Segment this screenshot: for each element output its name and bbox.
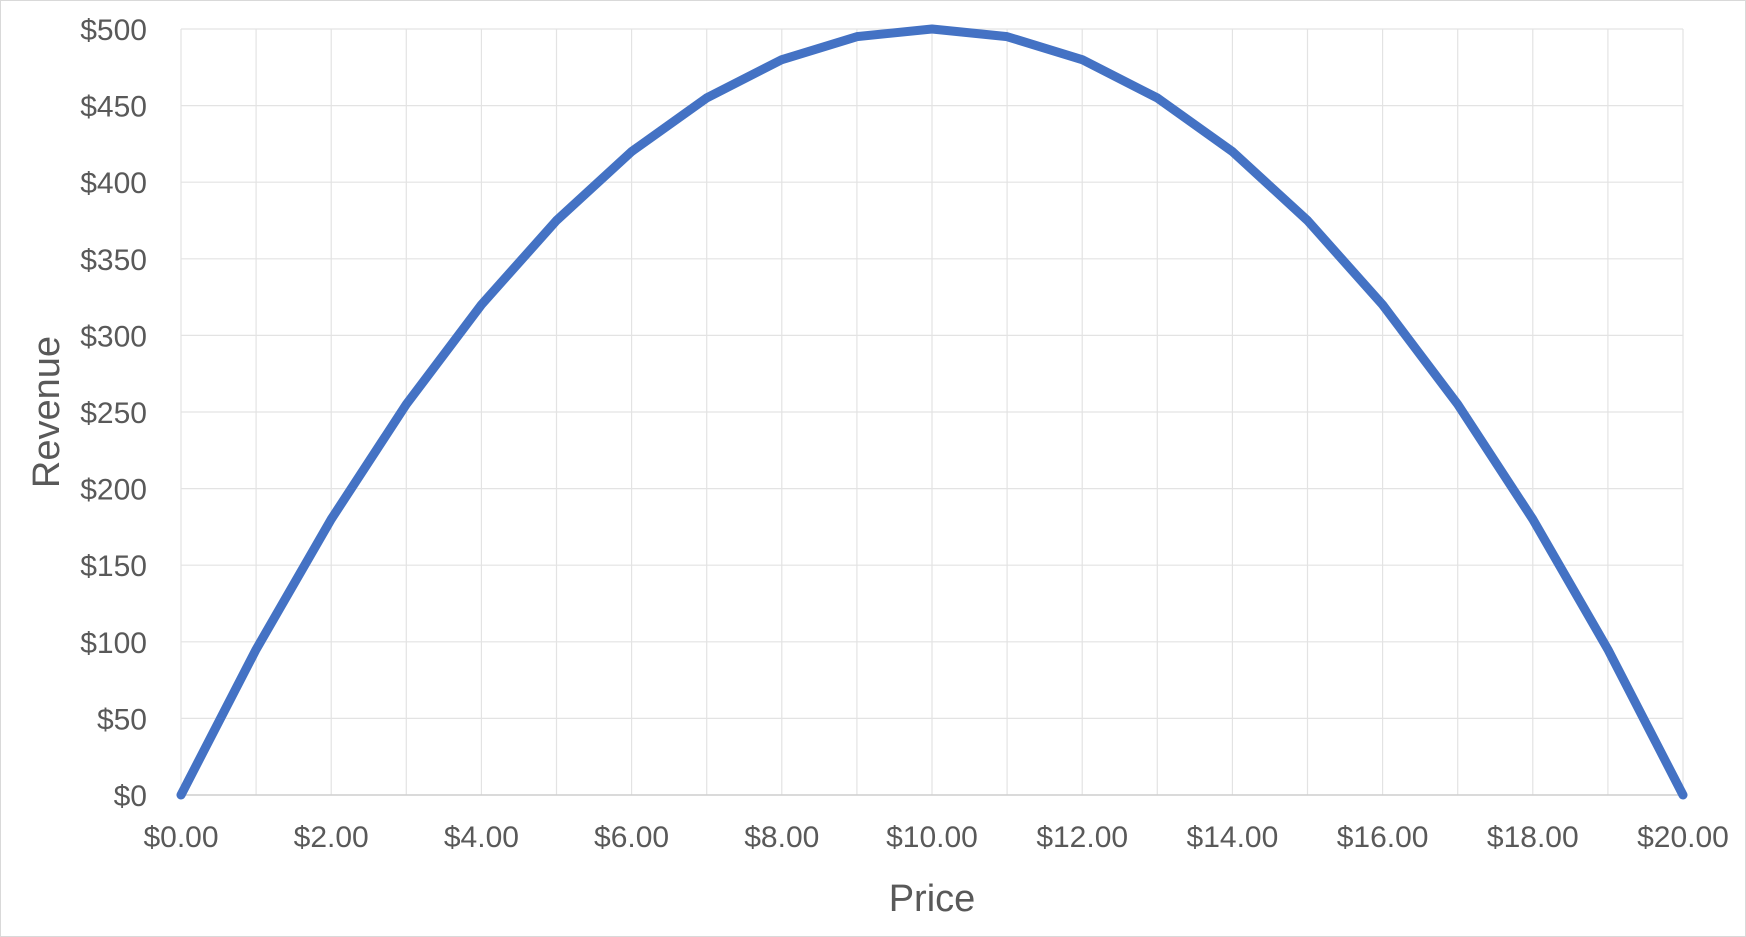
- data-point: [554, 218, 559, 223]
- y-axis-tick-labels: $0 $50 $100 $150 $200 $250 $300 $350 $400 $450 $50…: [80, 14, 147, 813]
- x-tick-label: $0.00: [143, 821, 218, 854]
- y-tick-label: $50: [97, 703, 147, 736]
- data-point: [1530, 516, 1536, 522]
- data-point: [478, 302, 484, 308]
- data-point: [1154, 95, 1160, 101]
- data-point: [929, 26, 935, 32]
- x-tick-label: $2.00: [294, 821, 369, 854]
- data-point: [178, 792, 184, 798]
- data-point: [854, 34, 860, 40]
- data-point: [1305, 218, 1310, 223]
- x-tick-label: $18.00: [1487, 821, 1579, 854]
- data-point: [629, 149, 635, 155]
- x-tick-label: $6.00: [594, 821, 669, 854]
- x-tick-label: $10.00: [886, 821, 978, 854]
- data-point: [1455, 401, 1461, 407]
- y-tick-label: $500: [80, 14, 147, 47]
- y-tick-label: $200: [80, 474, 147, 507]
- y-tick-label: $0: [114, 780, 147, 813]
- data-point: [253, 646, 259, 652]
- data-point: [328, 516, 334, 522]
- x-axis-tick-labels: $0.00 $2.00 $4.00 $6.00 $8.00 $10.00 $12.00 $14…: [143, 821, 1728, 854]
- x-tick-label: $20.00: [1637, 821, 1729, 854]
- x-tick-label: $8.00: [744, 821, 819, 854]
- y-tick-label: $400: [80, 167, 147, 200]
- data-point: [1004, 34, 1010, 40]
- data-point: [704, 95, 710, 101]
- y-tick-label: $100: [80, 627, 147, 660]
- data-point: [403, 401, 409, 407]
- x-tick-label: $16.00: [1337, 821, 1429, 854]
- y-tick-label: $350: [80, 244, 147, 277]
- data-point: [779, 57, 785, 63]
- y-tick-label: $150: [80, 550, 147, 583]
- x-tick-label: $12.00: [1036, 821, 1128, 854]
- data-point: [1229, 149, 1235, 155]
- data-point: [1380, 302, 1386, 308]
- x-axis-title: Price: [889, 878, 976, 920]
- x-tick-label: $4.00: [444, 821, 519, 854]
- y-axis-title: Revenue: [26, 336, 68, 488]
- x-tick-label: $14.00: [1187, 821, 1279, 854]
- y-tick-label: $450: [80, 91, 147, 124]
- y-tick-label: $300: [80, 320, 147, 353]
- series-layer: [176, 24, 1688, 800]
- y-tick-label: $250: [80, 397, 147, 430]
- data-point: [1605, 646, 1611, 652]
- data-point: [1680, 792, 1686, 798]
- data-point: [1079, 57, 1085, 63]
